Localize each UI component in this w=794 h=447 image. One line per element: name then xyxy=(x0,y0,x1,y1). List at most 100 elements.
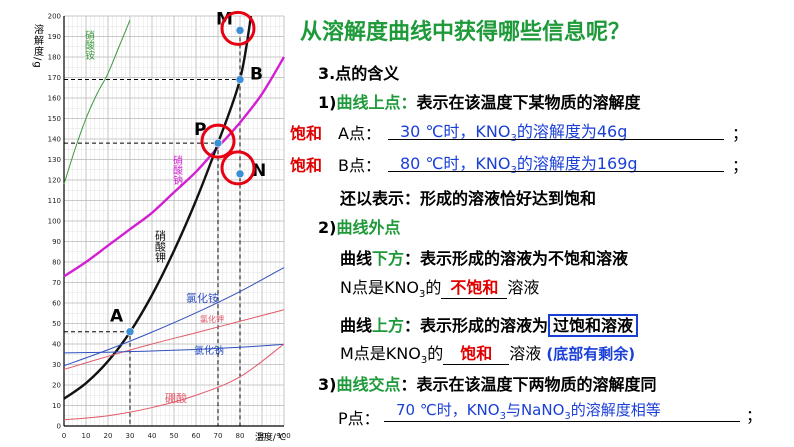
subscript-3: 3 xyxy=(510,165,517,177)
subsection-2-key: 曲线外点 xyxy=(336,218,401,237)
point-m-line: M点是KNO3的 饱和 溶液 (底部有剩余) xyxy=(340,340,635,366)
point-a-label: A点： xyxy=(338,124,381,143)
point-m-pre: M点是KNO xyxy=(340,344,421,363)
point-n-line: N点是KNO3的 不饱和 溶液 xyxy=(340,274,539,300)
y-tick-label: 30 xyxy=(52,361,61,369)
y-tick-label: 150 xyxy=(48,115,61,123)
highlight-circle-m xyxy=(220,10,256,46)
y-tick-label: 170 xyxy=(48,74,61,82)
point-a-blank xyxy=(388,139,724,140)
subsection-3-key: 曲线交点 xyxy=(336,375,401,394)
point-a-answer: 30 ℃时，KNO3的溶解度为46g xyxy=(400,118,627,144)
point-p-answer-tail: 的溶解度相等 xyxy=(570,401,661,419)
point-label-a: A xyxy=(110,307,124,327)
page-title: 从溶解度曲线中获得哪些信息呢？ xyxy=(300,20,631,45)
x-tick-label: 40 xyxy=(148,432,157,440)
series-label-0: 硝酸铵 xyxy=(83,29,95,61)
subsection-2: 2)曲线外点 xyxy=(318,214,400,238)
y-tick-label: 180 xyxy=(48,54,61,62)
below-key: 下方 xyxy=(372,249,405,268)
x-tick-label: 50 xyxy=(170,432,179,440)
point-marker-b xyxy=(235,75,245,84)
series-label-2: 硝酸钾 xyxy=(154,230,167,263)
point-m-mid: 的 xyxy=(427,344,444,363)
point-b-answer-text: 80 ℃时，KNO xyxy=(400,154,511,173)
point-p-answer-mid: 与NaNO xyxy=(505,401,565,419)
x-tick-label: 70 xyxy=(214,432,223,440)
x-tick-label: 80 xyxy=(236,432,245,440)
point-m-post: 溶液 xyxy=(509,344,542,363)
saturated-tag-b: 饱和 xyxy=(290,156,323,175)
above-key: 上方 xyxy=(372,316,405,335)
series-line-1 xyxy=(63,56,286,278)
y-tick-label: 160 xyxy=(48,95,61,103)
y-tick-label: 50 xyxy=(52,320,61,328)
point-a-answer-text: 30 ℃时，KNO xyxy=(400,122,511,141)
point-label-n: N xyxy=(252,161,266,181)
below-curve-line: 曲线下方：表示形成的溶液为不饱和溶液 xyxy=(340,245,628,269)
y-tick-label: 200 xyxy=(48,13,61,21)
series-label-5: 氯化钠 xyxy=(194,344,224,357)
below-pre: 曲线 xyxy=(340,249,373,268)
point-b-semicolon: ； xyxy=(732,156,749,175)
y-tick-label: 70 xyxy=(52,279,61,287)
subsection-1-num: 1) xyxy=(318,93,337,112)
y-tick-label: 80 xyxy=(52,259,61,267)
y-tick-label: 140 xyxy=(48,136,61,144)
y-tick-label: 120 xyxy=(48,177,61,185)
saturated-tag-a: 饱和 xyxy=(290,124,323,143)
y-tick-label: 20 xyxy=(52,382,61,390)
series-line-5 xyxy=(63,343,285,354)
point-p-answer-text: 70 ℃时，KNO xyxy=(396,401,500,419)
series-label-4: 氯化钾 xyxy=(200,314,224,324)
subscript-3: 3 xyxy=(510,133,517,145)
subsection-3: 3)曲线交点：表示在该温度下两物质的溶解度同 xyxy=(318,371,656,395)
x-tick-label: 90 xyxy=(258,432,267,440)
subsection-1: 1)曲线上点：表示在该温度下某物质的溶解度 xyxy=(318,89,640,113)
series-label-1: 硝酸钠 xyxy=(171,154,183,186)
point-n-mid: 的 xyxy=(425,278,442,297)
point-p-semicolon: ； xyxy=(746,406,763,425)
y-tick-label: 100 xyxy=(48,218,61,226)
x-tick-label: 20 xyxy=(104,432,113,440)
point-p-answer: 70 ℃时，KNO3与NaNO3的溶解度相等 xyxy=(396,399,661,422)
subscript-3: 3 xyxy=(419,289,426,301)
section-3-heading: 3.点的含义 xyxy=(318,64,400,83)
point-m-answer: 饱和 xyxy=(443,340,510,365)
x-tick-label: 10 xyxy=(82,432,91,440)
x-tick-label: 100 xyxy=(277,432,290,440)
point-marker-n xyxy=(235,169,245,179)
series-line-4 xyxy=(63,309,285,370)
series-line-6 xyxy=(63,343,285,421)
x-tick-label: 0 xyxy=(62,432,66,440)
point-p-label: P点： xyxy=(338,409,380,428)
solubility-chart: 0 10 20 30 40 50 60 70 80 90 100 0 10 20 30 40 50 60 70 80 9… xyxy=(32,9,291,443)
y-tick-label: 90 xyxy=(52,238,61,246)
y-tick-label: 110 xyxy=(48,197,61,205)
subscript-3: 3 xyxy=(564,411,571,422)
series-line-0 xyxy=(63,19,131,185)
subsection-3-text: ：表示在该温度下两物质的溶解度同 xyxy=(400,375,657,394)
highlight-circle-n xyxy=(220,150,256,186)
point-n-answer: 不饱和 xyxy=(441,274,508,299)
point-m-note: (底部有剩余) xyxy=(546,345,636,363)
series-line-2 xyxy=(63,15,253,400)
point-p-blank xyxy=(384,421,740,422)
series-label-6: 硼酸 xyxy=(165,391,187,405)
point-marker-m xyxy=(235,26,245,35)
subscript-3: 3 xyxy=(420,355,428,367)
point-b-answer-tail: 的溶解度为169g xyxy=(516,154,638,173)
subsection-1-text: 表示在该温度下某物质的溶解度 xyxy=(416,93,641,112)
y-tick-label: 60 xyxy=(52,300,61,308)
y-tick-label: 190 xyxy=(48,33,61,41)
also-text: 还以表示：形成的溶液恰好达到饱和 xyxy=(340,189,597,208)
y-tick-label: 40 xyxy=(52,341,61,349)
y-tick-label: 130 xyxy=(48,156,61,164)
x-tick-label: 30 xyxy=(126,432,135,440)
y-tick-label: 10 xyxy=(52,402,61,410)
point-b-blank xyxy=(388,171,724,172)
subsection-2-num: 2) xyxy=(318,218,337,237)
series-line-3 xyxy=(63,267,285,367)
above-pre: 曲线 xyxy=(340,316,373,335)
point-n-post: 溶液 xyxy=(507,278,540,297)
